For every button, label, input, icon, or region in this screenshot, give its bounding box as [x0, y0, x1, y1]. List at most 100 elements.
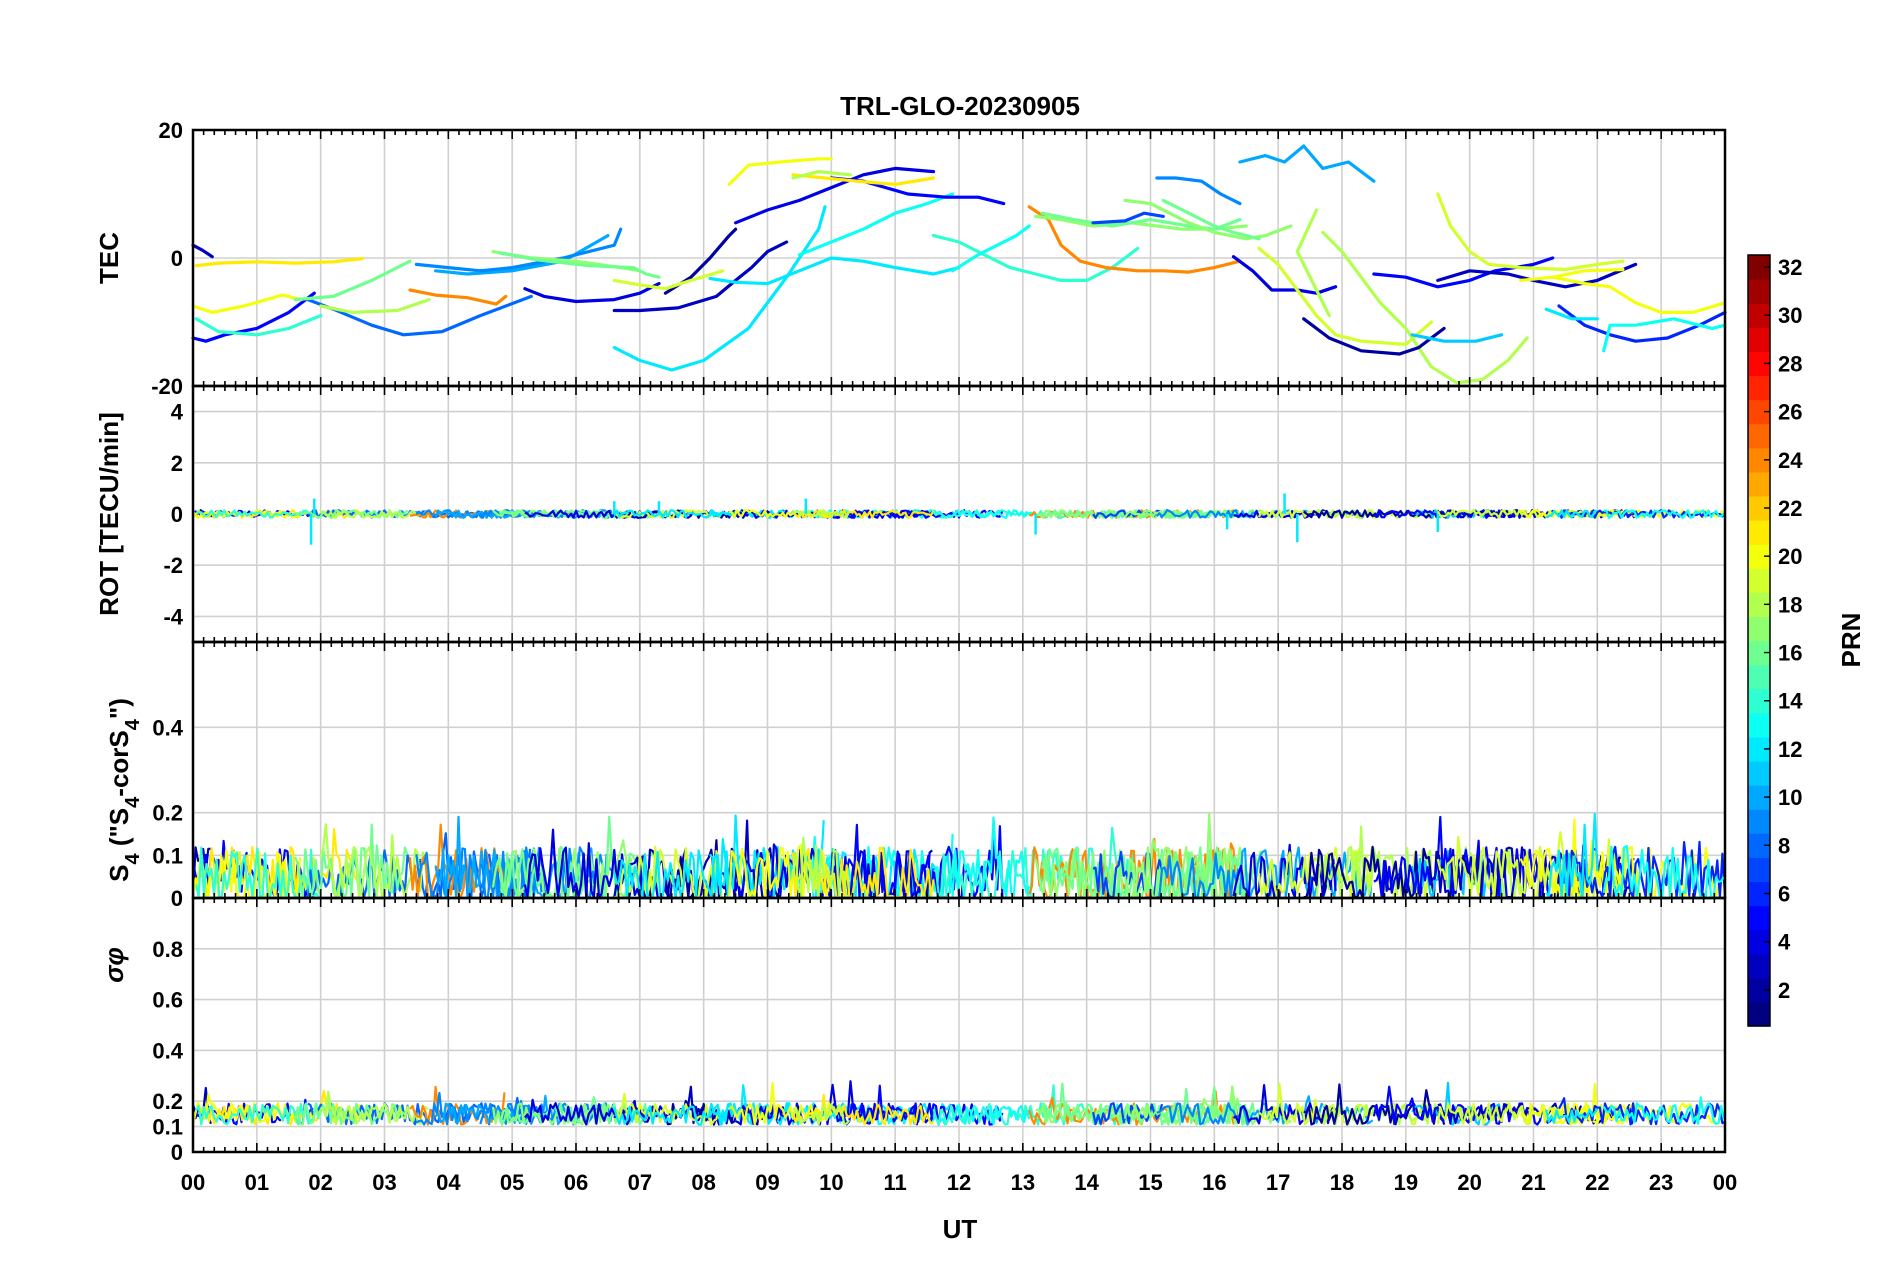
tec-series-line — [1161, 198, 1261, 241]
x-tick-label: 07 — [628, 1170, 652, 1195]
tec-series-line — [194, 314, 323, 337]
tec-series-line — [293, 259, 412, 302]
colorbar-tick-label: 22 — [1778, 496, 1802, 521]
colorbar-tick-label: 16 — [1778, 641, 1802, 666]
sigma_phi-series-line — [951, 1104, 1031, 1126]
s4-series-line — [1238, 846, 1374, 899]
tec-series-line — [951, 224, 1031, 273]
tec-series-line — [319, 298, 431, 314]
colorbar-band — [1748, 977, 1770, 1003]
x-tick-label: 15 — [1138, 1170, 1162, 1195]
s4-series-line — [498, 815, 659, 899]
y-tick-label: 0.2 — [152, 801, 183, 826]
tec-series-line — [191, 291, 316, 343]
colorbar-tick-label: 30 — [1778, 303, 1802, 328]
colorbar-band — [1748, 303, 1770, 328]
y-tick-label: 0.1 — [152, 843, 183, 868]
panel-tec: 20 0 -20 TEC — [94, 118, 1727, 399]
y-axis-label: ROT [TECU/min] — [94, 412, 124, 616]
colorbar-band — [1748, 327, 1770, 352]
sigma_phi-series-line — [791, 1093, 934, 1126]
s4-series-line — [1123, 812, 1292, 899]
sigma_phi-series-line — [614, 1092, 723, 1126]
colorbar-tick-label: 26 — [1778, 400, 1802, 425]
x-axis-label: UT — [943, 1214, 978, 1244]
rot-series-line — [1156, 509, 1240, 519]
colorbar-tick-label: 14 — [1778, 689, 1803, 714]
sigma_phi-series-line — [792, 1103, 851, 1126]
x-tick-label: 01 — [245, 1170, 269, 1195]
tec-series-line — [1551, 275, 1727, 314]
panel-s4: 0.4 0.2 0.1 0 S4 ("S4-corS4") — [104, 640, 1727, 911]
colorbar-band — [1748, 953, 1770, 979]
tec-series-line — [194, 257, 364, 268]
tec-series-line — [1302, 317, 1446, 356]
colorbar-tick-label: 28 — [1778, 351, 1802, 376]
colorbar-tick-label: 10 — [1778, 785, 1802, 810]
colorbar-band — [1748, 375, 1770, 401]
tec-series-line — [727, 157, 833, 186]
tec-series-line — [1123, 198, 1293, 241]
s4-series-line — [1162, 846, 1258, 899]
s4-series-line — [523, 828, 659, 899]
colorbar-band — [1748, 736, 1770, 762]
colorbar-band — [1748, 471, 1770, 497]
colorbar-band — [1748, 664, 1770, 690]
y-tick-label: 0 — [171, 246, 183, 271]
y-tick-label: 0 — [171, 886, 183, 911]
rot-series-line — [524, 509, 659, 519]
rot-series-line — [1233, 509, 1337, 519]
tec-series-line — [612, 205, 827, 372]
y-tick-label: 0.8 — [152, 937, 183, 962]
colorbar-band — [1748, 351, 1770, 377]
sigma_phi-series-line — [415, 1091, 543, 1126]
x-tick-label: 04 — [436, 1170, 461, 1195]
chart-title: TRL-GLO-20230905 — [840, 91, 1080, 121]
panel-rot: 4 2 0 -2 -4 ROT [TECU/min] — [94, 384, 1727, 644]
x-tick-label: 09 — [755, 1170, 779, 1195]
colorbar-tick-label: 12 — [1778, 737, 1802, 762]
tec-series-line — [791, 173, 936, 186]
x-tick-label: 11 — [884, 1170, 907, 1195]
y-axis-label: σφ — [99, 947, 129, 983]
x-tick-label: 00 — [1713, 1170, 1737, 1195]
y-tick-label: 20 — [159, 118, 183, 143]
colorbar-band — [1748, 833, 1770, 858]
colorbar-band — [1748, 592, 1770, 618]
y-tick-label: 0.1 — [152, 1115, 183, 1140]
y-tick-label: -4 — [163, 604, 183, 629]
colorbar-band — [1748, 423, 1770, 449]
x-tick-label: 06 — [564, 1170, 588, 1195]
colorbar-tick-label: 8 — [1778, 833, 1790, 858]
x-tick-label: 02 — [308, 1170, 332, 1195]
tec-series-line — [191, 293, 304, 314]
x-tick-label: 05 — [500, 1170, 524, 1195]
colorbar-band — [1748, 929, 1770, 955]
colorbar-tick-label: 32 — [1778, 255, 1802, 280]
y-tick-label: -2 — [163, 553, 183, 578]
tec-series-line — [1544, 307, 1599, 321]
colorbar-tick-label: 18 — [1778, 592, 1802, 617]
y-axis-label: S4 ("S4-corS4") — [104, 698, 144, 882]
sigma_phi-series-line — [320, 1090, 429, 1126]
tec-series-line — [931, 234, 1140, 282]
sigma_phi-series-line — [1092, 1102, 1164, 1126]
colorbar-band — [1748, 544, 1770, 569]
x-tick-label: 22 — [1585, 1170, 1609, 1195]
colorbar-tick-label: 6 — [1778, 881, 1790, 906]
tec-series-line — [1410, 333, 1504, 343]
colorbar-band — [1748, 399, 1770, 425]
tec-series-line — [734, 166, 936, 225]
tec-series-line — [523, 282, 661, 304]
tec-series-line — [1372, 256, 1555, 289]
colorbar-band — [1748, 712, 1770, 738]
sigma_phi-series-line — [1162, 1086, 1259, 1126]
y-tick-label: 0 — [171, 502, 183, 527]
colorbar-frame — [1747, 254, 1771, 1027]
colorbar-band — [1748, 688, 1770, 714]
x-tick-label: 23 — [1649, 1170, 1673, 1195]
y-tick-label: 4 — [171, 400, 184, 425]
tec-series-line — [1238, 144, 1376, 183]
rot-series-line — [792, 509, 935, 519]
